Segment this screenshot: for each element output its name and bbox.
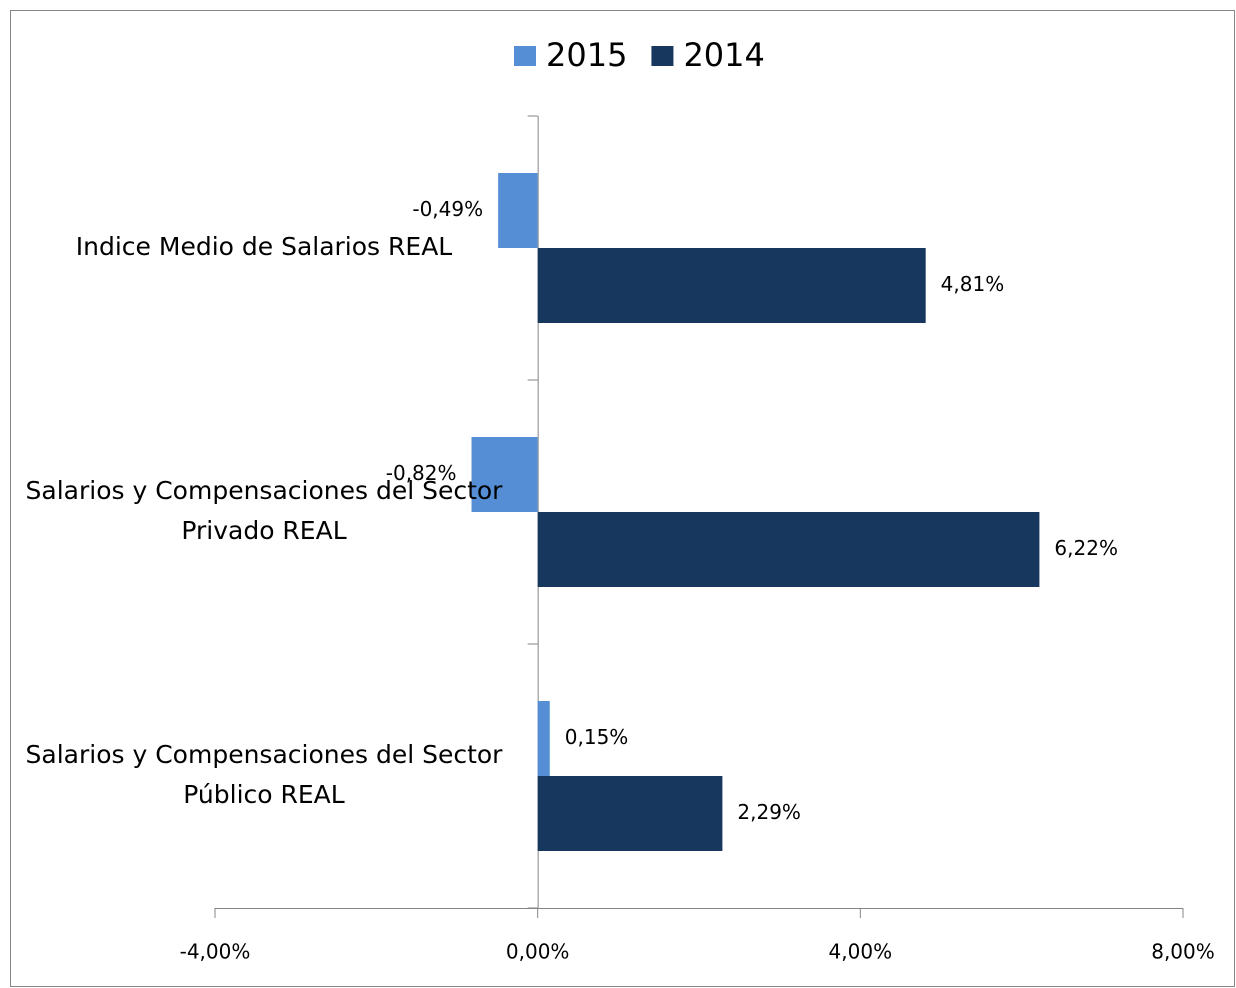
x-tick-label: 8,00% (1151, 940, 1215, 964)
bar (471, 437, 538, 512)
x-tick-label: 4,00% (829, 940, 893, 964)
x-tick-label: -4,00% (180, 940, 251, 964)
value-label: -0,82% (386, 461, 457, 485)
bar (498, 173, 538, 248)
bar (537, 701, 550, 776)
legend-label: 2014 (683, 36, 764, 74)
category-label: Salarios y Compensaciones del Sector Públ… (26, 740, 504, 809)
value-label: 0,15% (565, 725, 629, 749)
legend-label: 2015 (546, 36, 627, 74)
value-label: 4,81% (941, 272, 1005, 296)
bar (537, 776, 723, 851)
value-label: 2,29% (737, 800, 801, 824)
category-label: Indice Medio de Salarios REAL (76, 232, 453, 261)
bar (537, 248, 926, 323)
value-label: 6,22% (1054, 536, 1118, 560)
legend-swatch (514, 46, 536, 66)
legend-swatch (651, 46, 674, 66)
x-tick-label: 0,00% (506, 940, 570, 964)
value-label: -0,49% (412, 197, 483, 221)
bar (537, 512, 1040, 587)
category-label: Salarios y Compensaciones del Sector Priv… (26, 476, 504, 545)
